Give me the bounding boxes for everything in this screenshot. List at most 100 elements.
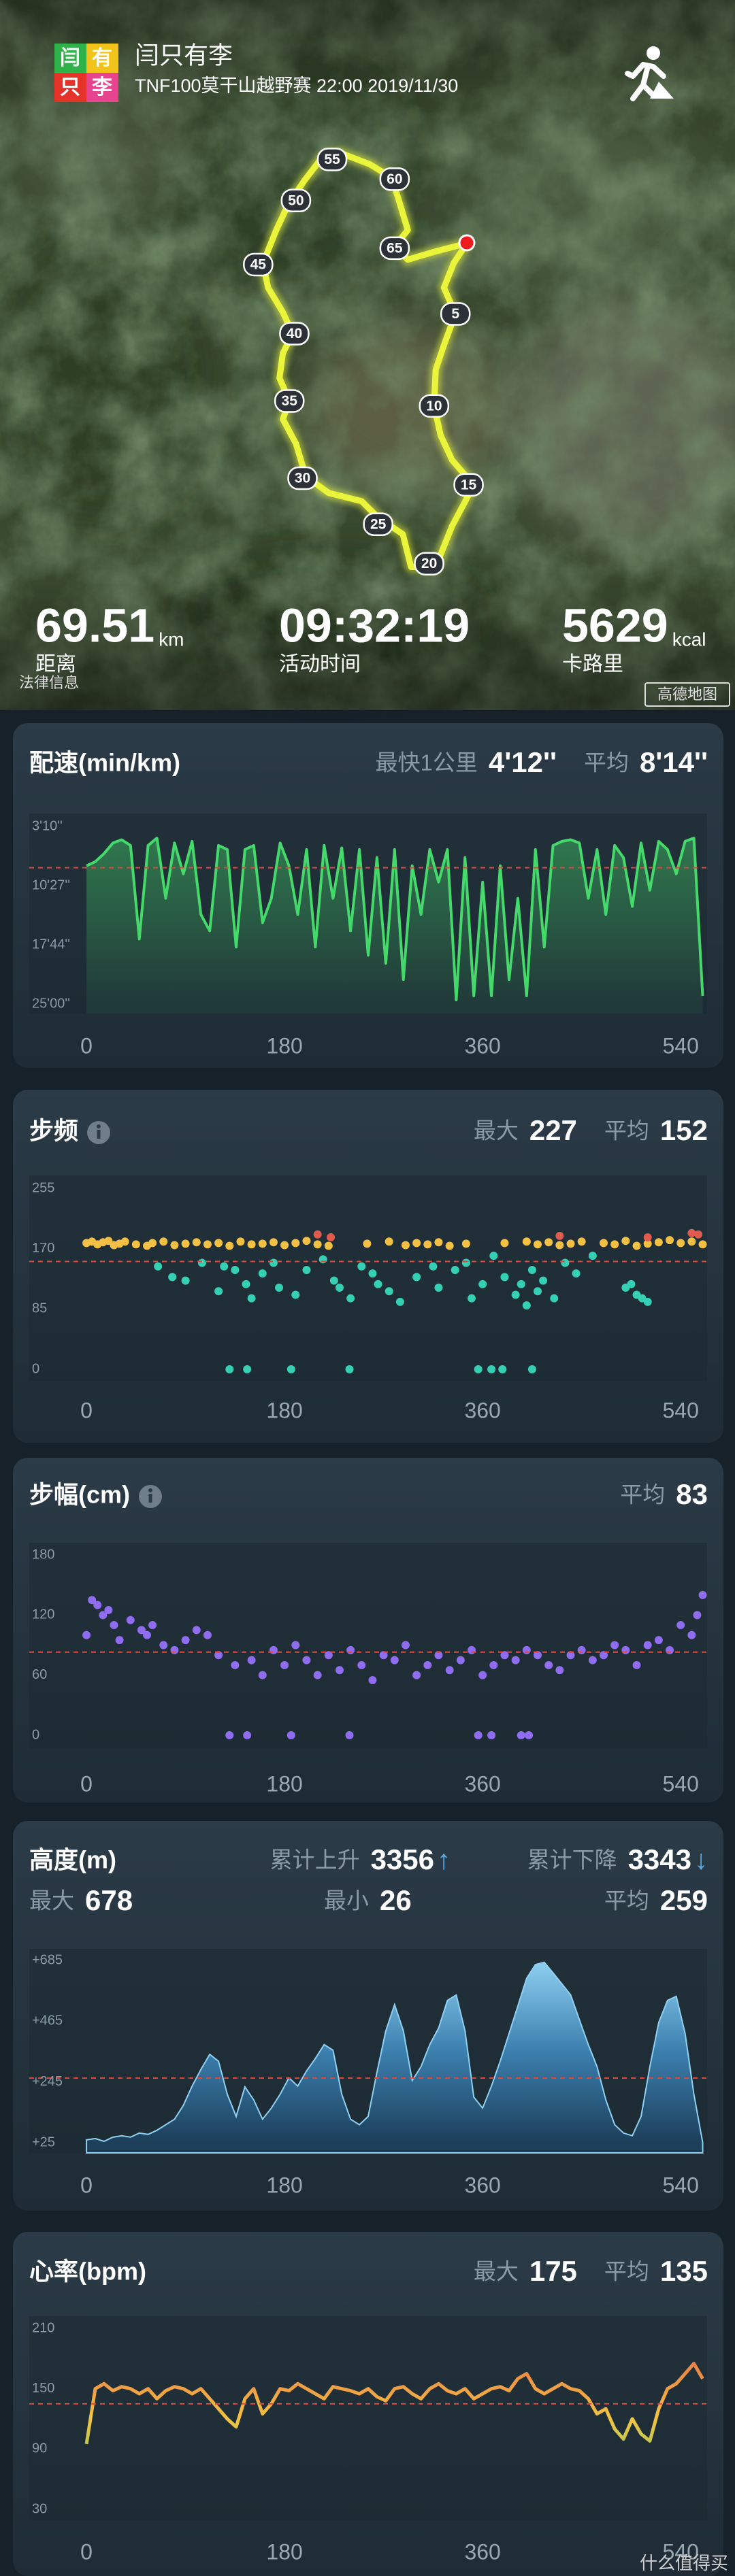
point [627, 1279, 636, 1288]
chart-title: 高度(m) [29, 1846, 116, 1874]
point [258, 1269, 267, 1278]
point [525, 1731, 534, 1739]
point [313, 1240, 322, 1249]
point [434, 1284, 443, 1292]
y-tick-label: 60 [32, 1667, 47, 1682]
point [385, 1287, 393, 1296]
point [687, 1630, 696, 1639]
charts: 配速(min/km) 8'14'' 平均 4'12'' 最快1公里 3'10'' 10'27… [13, 723, 723, 2576]
y-tick-label: 210 [32, 2320, 54, 2335]
duration-label: 活动时间 [279, 653, 361, 675]
point [467, 1294, 476, 1303]
stat-label: 平均 [620, 1482, 665, 1507]
point [302, 1265, 311, 1274]
chart-card: 步频 152 平均 227 最大 0 85 170 255 0 180 360 540 [13, 1090, 723, 1443]
route-marker [316, 148, 348, 171]
point [561, 1258, 570, 1267]
point [225, 1241, 234, 1250]
chart-title: 心率(bpm) [29, 2258, 146, 2286]
point [643, 1239, 652, 1248]
point [527, 1365, 536, 1373]
route [260, 150, 477, 570]
point [390, 1656, 399, 1665]
y-tick-label: 0 [32, 1361, 39, 1376]
point [280, 1660, 289, 1669]
point [214, 1651, 223, 1660]
point [461, 1239, 470, 1248]
point [474, 1365, 483, 1373]
x-tick-label: 540 [662, 2173, 698, 2197]
route-marker [379, 167, 410, 191]
point [247, 1656, 256, 1665]
point [275, 1284, 284, 1292]
point [137, 1626, 146, 1635]
y-tick-label: 25'00'' [32, 996, 70, 1011]
chart-card: 步幅(cm) 83 平均 0 60 120 180 0 180 360 540 [13, 1458, 723, 1803]
plot-area [29, 1175, 707, 1381]
avatar: 闫 有 只 李 [54, 44, 118, 102]
route-marker [279, 322, 310, 346]
stat-label: 平均 [604, 2259, 649, 2284]
point [566, 1239, 575, 1248]
point [88, 1596, 97, 1605]
point [291, 1290, 300, 1299]
point [451, 1265, 459, 1274]
line [84, 2362, 704, 2445]
stat-value: 678 [85, 1884, 133, 1916]
point [434, 1238, 443, 1247]
y-tick-label: +465 [32, 2013, 63, 2028]
point [577, 1237, 586, 1246]
route-marker [414, 552, 444, 575]
distance-value: 69.51 [35, 599, 154, 652]
duration-value: 09:32:19 [279, 599, 470, 652]
point [534, 1287, 542, 1296]
point [456, 1656, 465, 1665]
point [555, 1241, 564, 1250]
activity-subtitle: TNF100莫干山越野赛 22:00 2019/11/30 [135, 76, 458, 96]
stat-value: 83 [676, 1478, 708, 1510]
route-marker [453, 473, 484, 497]
point [258, 1671, 267, 1679]
x-tick-label: 0 [80, 1771, 93, 1796]
y-tick-label: 10'27'' [32, 877, 70, 892]
y-tick-label: 3'10'' [32, 818, 63, 833]
point [445, 1241, 454, 1250]
route-marker [419, 394, 450, 418]
point [148, 1621, 157, 1630]
point [423, 1660, 432, 1669]
route-marker-label: 60 [387, 171, 402, 187]
point [550, 1294, 559, 1303]
avatar-char: 闫 [60, 47, 80, 69]
x-tick-label: 180 [266, 1771, 302, 1796]
point [572, 1269, 581, 1278]
point [643, 1297, 652, 1306]
point [258, 1239, 267, 1248]
info-icon-stem [97, 1130, 101, 1139]
x-tick-label: 360 [464, 1033, 500, 1058]
route-marker-label: 55 [324, 152, 340, 167]
y-tick-label: 255 [32, 1180, 54, 1195]
point [555, 1666, 564, 1675]
point [247, 1240, 256, 1249]
point [522, 1301, 531, 1310]
stat-value: 3356 [371, 1843, 434, 1875]
point [243, 1365, 252, 1373]
legal-link[interactable]: 法律信息 [19, 674, 79, 691]
point [313, 1230, 322, 1239]
run-icon[interactable] [625, 46, 674, 101]
point [412, 1273, 421, 1282]
point [588, 1252, 597, 1260]
point [643, 1233, 652, 1241]
point [225, 1365, 234, 1373]
route-marker [363, 512, 393, 536]
point [666, 1645, 674, 1654]
point [577, 1645, 586, 1654]
y-tick-label: +245 [32, 2074, 63, 2089]
point [643, 1641, 652, 1650]
point [345, 1731, 354, 1739]
avatar-cell [54, 73, 86, 102]
point [126, 1616, 135, 1624]
point [159, 1237, 168, 1246]
